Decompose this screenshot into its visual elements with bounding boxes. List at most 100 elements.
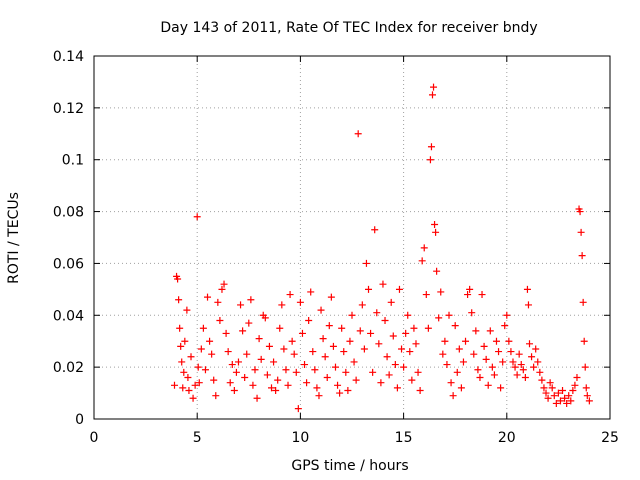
data-point [305,316,313,324]
axis-ticks: 0 5 10 15 20 25 0 0.02 0.04 0.06 0.08 0.1 0.12 0.14 [53,49,619,446]
data-point [268,384,276,392]
data-point [583,392,591,400]
data-point [290,350,298,358]
data-point [239,327,247,335]
data-point [511,363,519,371]
plot-frame [93,55,611,420]
data-point [375,340,383,348]
data-point [369,368,377,376]
data-point [191,381,199,389]
x-tick-label: 5 [193,430,202,446]
data-point [303,379,311,387]
data-point [521,374,529,382]
data-point [578,252,586,260]
data-point [352,376,360,384]
data-point [195,379,203,387]
data-point [189,394,197,402]
data-point [476,374,484,382]
data-point [180,368,188,376]
data-point [329,342,337,350]
data-point [433,267,441,275]
data-point [365,285,373,293]
data-point [565,392,573,400]
data-point [585,397,593,405]
data-point [484,381,492,389]
data-point [576,208,584,216]
data-point [474,366,482,374]
data-point [582,384,590,392]
data-point [237,301,245,309]
data-point [257,355,265,363]
data-point [311,366,319,374]
data-point [170,381,178,389]
data-point [334,381,342,389]
data-point [577,228,585,236]
data-point [301,361,309,369]
data-point [428,91,436,99]
data-point [373,309,381,317]
data-point [176,324,184,332]
data-point [501,322,509,330]
data-point [517,361,525,369]
data-point [228,361,236,369]
data-point [515,350,523,358]
data-point [497,384,505,392]
data-point [226,379,234,387]
data-point [354,130,362,138]
data-point [371,226,379,234]
data-point [178,358,186,366]
data-point [457,384,465,392]
data-point [216,316,224,324]
data-point [234,358,242,366]
data-point [470,350,478,358]
data-point [447,379,455,387]
data-point [453,368,461,376]
data-point [513,371,521,379]
data-point [439,350,447,358]
data-point [214,298,222,306]
data-point [194,363,202,371]
data-point [554,389,562,397]
data-point [230,386,238,394]
data-point [356,327,364,335]
data-point [175,296,183,304]
data-point [528,353,536,361]
data-point [567,397,575,405]
data-point [451,322,459,330]
data-point [569,386,577,394]
data-point [247,296,255,304]
data-point [212,392,220,400]
data-point [534,358,542,366]
data-point [307,288,315,296]
data-point [280,345,288,353]
data-point [561,394,569,402]
y-tick-label: 0.08 [53,205,84,221]
data-point [276,324,284,332]
data-point [455,345,463,353]
data-point [296,298,304,306]
data-point [278,301,286,309]
data-point [573,374,581,382]
data-point [505,337,513,345]
data-point [530,363,538,371]
data-point [443,361,451,369]
data-point [389,332,397,340]
data-point [385,371,393,379]
data-point [358,301,366,309]
data-point [492,337,500,345]
data-point [387,298,395,306]
data-point [400,363,408,371]
x-tick-label: 15 [395,430,413,446]
data-point [410,324,418,332]
data-point [546,379,554,387]
data-point [422,291,430,299]
data-point [503,311,511,319]
data-point [336,389,344,397]
data-point [550,392,558,400]
data-point [432,228,440,236]
data-point [377,379,385,387]
data-point [292,368,300,376]
data-point [383,353,391,361]
data-point [486,327,494,335]
data-point [499,358,507,366]
